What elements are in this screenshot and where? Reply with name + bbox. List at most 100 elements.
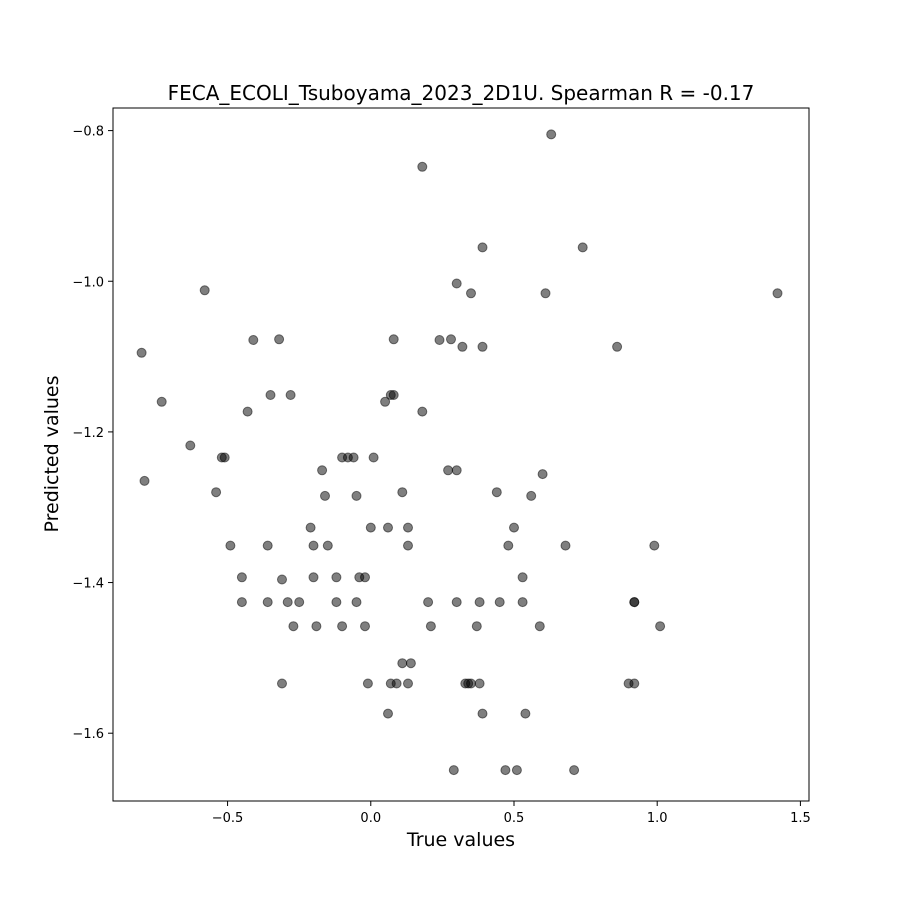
data-point-8 [225, 540, 236, 551]
data-points [136, 129, 783, 776]
data-point-29 [322, 540, 333, 551]
data-point-3 [185, 440, 196, 451]
data-point-73 [466, 288, 476, 299]
data-point-78 [477, 341, 488, 352]
x-tick-label: 0.0 [360, 811, 381, 826]
data-point-76 [474, 678, 485, 689]
data-point-35 [348, 452, 359, 463]
data-point-23 [305, 522, 316, 533]
data-point-64 [446, 334, 456, 345]
y-tick-label: −1.4 [72, 577, 104, 592]
data-point-97 [612, 341, 623, 352]
x-axis-label: True values [406, 829, 515, 851]
data-point-57 [405, 658, 416, 669]
data-point-89 [526, 490, 537, 501]
data-point-0 [136, 347, 147, 358]
x-tick-label: −0.5 [212, 811, 244, 826]
data-point-54 [403, 678, 413, 689]
data-point-39 [360, 621, 370, 632]
data-point-22 [294, 597, 305, 608]
data-point-24 [308, 540, 319, 551]
data-point-19 [282, 597, 293, 608]
y-tick-label: −1.2 [72, 426, 104, 441]
data-point-77 [477, 242, 488, 253]
data-point-61 [425, 621, 436, 632]
data-point-94 [560, 540, 571, 551]
data-point-41 [362, 678, 373, 689]
data-point-16 [274, 334, 285, 345]
data-point-74 [471, 621, 482, 632]
data-point-51 [391, 678, 402, 689]
data-point-25 [308, 572, 319, 583]
data-point-92 [540, 288, 551, 299]
data-point-46 [383, 522, 393, 533]
data-point-55 [403, 540, 413, 551]
data-point-91 [537, 469, 548, 480]
chart-title: FECA_ECOLI_Tsuboyama_2023_2D1U. Spearman… [168, 81, 755, 105]
y-tick-label: −1.6 [72, 727, 104, 742]
y-axis-label: Predicted values [41, 375, 63, 532]
data-point-81 [494, 597, 505, 608]
data-point-102 [649, 540, 660, 551]
data-point-63 [443, 465, 454, 476]
data-point-80 [491, 487, 502, 498]
data-point-12 [248, 335, 259, 345]
data-point-62 [434, 335, 445, 345]
data-point-33 [337, 621, 348, 632]
data-point-85 [511, 765, 522, 776]
data-point-93 [546, 129, 557, 140]
y-tick-label: −1.0 [72, 275, 104, 290]
data-point-30 [331, 572, 342, 583]
data-point-56 [403, 522, 413, 533]
data-point-11 [242, 406, 253, 417]
data-point-104 [772, 288, 783, 299]
data-point-58 [417, 406, 428, 417]
data-point-37 [351, 597, 362, 608]
data-point-87 [517, 597, 528, 608]
data-point-44 [380, 396, 391, 407]
data-point-15 [265, 390, 276, 400]
data-point-90 [534, 621, 545, 632]
data-point-88 [520, 708, 531, 719]
data-point-79 [477, 708, 488, 719]
data-point-31 [331, 597, 342, 608]
data-point-103 [655, 621, 666, 632]
x-axis-ticks: −0.5 0.0 0.5 1.0 1.5 [212, 801, 811, 826]
data-point-13 [262, 540, 273, 551]
data-point-69 [457, 341, 468, 352]
data-point-49 [388, 390, 399, 400]
x-tick-label: 1.0 [647, 811, 668, 826]
data-point-20 [285, 390, 296, 400]
data-point-9 [236, 572, 247, 583]
data-point-52 [397, 487, 408, 498]
data-point-75 [474, 597, 485, 608]
data-point-14 [262, 597, 273, 608]
data-point-18 [277, 678, 287, 689]
data-point-50 [388, 334, 399, 345]
data-point-67 [451, 278, 462, 289]
data-point-28 [320, 490, 330, 501]
data-point-43 [368, 452, 379, 463]
data-point-68 [451, 465, 462, 476]
data-point-101 [629, 597, 640, 608]
data-point-72 [466, 678, 476, 689]
data-point-5 [211, 487, 222, 498]
data-point-7 [219, 452, 230, 463]
data-point-27 [317, 465, 328, 476]
data-point-95 [569, 765, 580, 776]
data-point-82 [500, 765, 511, 776]
x-tick-label: 0.5 [504, 811, 525, 826]
data-point-84 [509, 522, 519, 533]
data-point-45 [383, 708, 393, 719]
data-point-83 [503, 540, 514, 551]
x-tick-label: 1.5 [790, 811, 811, 826]
data-point-40 [360, 572, 370, 583]
data-point-59 [417, 161, 428, 172]
data-point-42 [365, 522, 376, 533]
plot-frame [112, 107, 810, 802]
data-point-86 [517, 572, 528, 583]
data-point-53 [397, 658, 408, 669]
y-axis-ticks: −1.6 −1.4 −1.2 −1.0 −0.8 [72, 125, 113, 742]
data-point-66 [451, 597, 462, 608]
